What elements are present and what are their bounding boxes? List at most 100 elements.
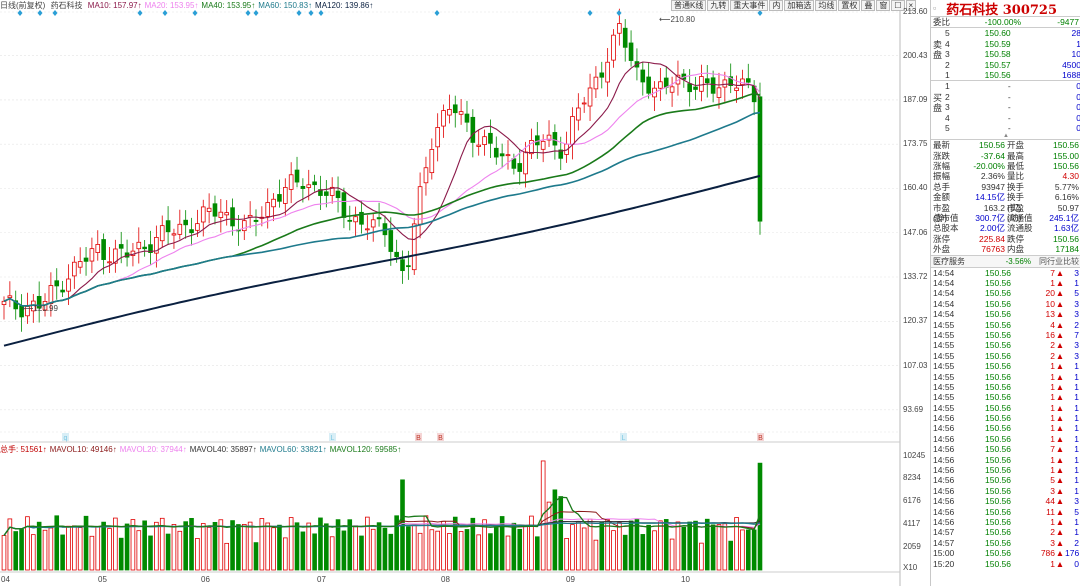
stat-value: -37.64: [980, 150, 1005, 161]
tick-row[interactable]: 14:55 150.56 1 ▲ 1: [931, 372, 1080, 382]
tick-row[interactable]: 14:56 150.56 1 ▲ 1: [931, 413, 1080, 423]
tick-list[interactable]: 14:54 150.56 7 ▲ 3 14:54 150.56 1 ▲ 1 14:54 150.56 2…: [931, 268, 1080, 569]
level-volume: 0: [1076, 81, 1080, 92]
orderbook-row[interactable]: 5 150.60 28: [943, 28, 1080, 38]
orderbook-row[interactable]: 3 - 0: [943, 102, 1080, 112]
toolbar-button[interactable]: ☐: [891, 0, 905, 11]
up-arrow-icon: ▲: [1055, 465, 1065, 476]
volume-bar: [499, 516, 505, 571]
volume-bar: [77, 527, 83, 571]
volume-bar: [42, 529, 48, 571]
sector-row[interactable]: 医疗服务 -3.56% 同行业比较: [931, 254, 1080, 268]
level-price: 150.60: [984, 28, 1011, 39]
tick-row[interactable]: 14:56 150.56 1 ▲ 1: [931, 455, 1080, 465]
tick-row[interactable]: 15:20 150.56 1 ▲ 0: [931, 559, 1080, 569]
up-arrow-icon: ▲: [1055, 475, 1065, 486]
tick-row[interactable]: 14:57 150.56 2 ▲ 1: [931, 527, 1080, 537]
orderbook-row[interactable]: 2 150.57 4500: [943, 60, 1080, 70]
tick-row[interactable]: 14:55 150.56 4 ▲ 2: [931, 320, 1080, 330]
stat-label: 外盘: [933, 244, 951, 255]
kline-chart-area[interactable]: q L B B L B 日线(前复权) 药石科技 MA10: 157.97↑ MA20: 1…: [0, 0, 930, 586]
tick-row[interactable]: 14:55 150.56 2 ▲ 3: [931, 351, 1080, 361]
event-marker[interactable]: L: [620, 433, 627, 442]
candle: [441, 104, 446, 138]
toolbar-button[interactable]: ×: [905, 0, 917, 11]
event-diamond-icon: [162, 10, 168, 16]
toolbar-button[interactable]: 加箱选: [784, 0, 815, 11]
tick-row[interactable]: 14:55 150.56 2 ▲ 3: [931, 340, 1080, 350]
tick-count: 5: [1074, 506, 1079, 517]
toolbar-button[interactable]: 置权: [838, 0, 861, 11]
stat-label: 最高: [1007, 150, 1025, 161]
tick-volume: 16: [1045, 329, 1055, 340]
volume-bar: [294, 522, 300, 571]
tick-row[interactable]: 14:56 150.56 11 ▲ 5: [931, 507, 1080, 517]
stat-label: 总手: [933, 181, 951, 192]
tick-volume: 3: [1050, 537, 1055, 548]
tick-row[interactable]: 15:00 150.56 786 ▲ 176: [931, 548, 1080, 558]
tick-row[interactable]: 14:56 150.56 1 ▲ 1: [931, 434, 1080, 444]
stat-value: 150.56: [1053, 140, 1079, 151]
toolbar-button[interactable]: 内: [769, 0, 784, 11]
tick-row[interactable]: 14:55 150.56 1 ▲ 1: [931, 392, 1080, 402]
tick-row[interactable]: 14:56 150.56 44 ▲ 3: [931, 496, 1080, 506]
up-arrow-icon: ▲: [1055, 516, 1065, 527]
tick-row[interactable]: 14:56 150.56 1 ▲ 1: [931, 517, 1080, 527]
mavol120-line: [3, 496, 761, 536]
toolbar-button[interactable]: 均线: [815, 0, 838, 11]
tick-time: 14:55: [933, 392, 955, 403]
event-marker[interactable]: B: [437, 433, 444, 442]
tick-row[interactable]: 14:55 150.56 16 ▲ 7: [931, 330, 1080, 340]
event-marker[interactable]: q: [62, 433, 69, 442]
candle: [159, 215, 165, 248]
event-marker[interactable]: B: [757, 433, 764, 442]
candle: [195, 209, 200, 237]
event-marker[interactable]: B: [415, 433, 422, 442]
tick-row[interactable]: 14:57 150.56 3 ▲ 2: [931, 538, 1080, 548]
stat-value: 1.63亿: [1053, 223, 1079, 234]
candle: [576, 93, 581, 131]
orderbook-row[interactable]: 1 - 0: [943, 81, 1080, 91]
tick-row[interactable]: 14:56 150.56 3 ▲ 1: [931, 486, 1080, 496]
orderbook-row[interactable]: 1 150.56 1688: [943, 70, 1080, 80]
orderbook-row[interactable]: 3 150.58 10: [943, 49, 1080, 59]
tick-row[interactable]: 14:55 150.56 1 ▲ 1: [931, 403, 1080, 413]
tick-time: 14:57: [933, 537, 955, 548]
level-volume: 0: [1076, 122, 1080, 133]
volume-bar: [617, 521, 622, 571]
tick-row[interactable]: 14:54 150.56 1 ▲ 1: [931, 278, 1080, 288]
volume-bar: [634, 518, 640, 571]
orderbook-row[interactable]: 4 - 0: [943, 113, 1080, 123]
tick-row[interactable]: 14:56 150.56 1 ▲ 1: [931, 423, 1080, 433]
orderbook-row[interactable]: 4 150.59 1: [943, 39, 1080, 49]
tick-row[interactable]: 14:54 150.56 7 ▲ 3: [931, 268, 1080, 278]
volume-bar: [411, 524, 417, 571]
toolbar-button[interactable]: 普通K线: [671, 0, 707, 11]
orderbook-row[interactable]: 5 - 0: [943, 123, 1080, 133]
volume-bar: [599, 521, 605, 571]
toolbar-button[interactable]: 九转: [707, 0, 730, 11]
stat-row: 总股本 2.00亿 流通股 1.63亿: [931, 223, 1080, 233]
level-price: -: [1007, 102, 1011, 113]
tick-row[interactable]: 14:55 150.56 1 ▲ 1: [931, 361, 1080, 371]
orderbook-row[interactable]: 2 - 0: [943, 92, 1080, 102]
toolbar-button[interactable]: 叠: [861, 0, 876, 11]
tick-row[interactable]: 14:56 150.56 5 ▲ 1: [931, 475, 1080, 485]
tick-row[interactable]: 14:56 150.56 7 ▲ 1: [931, 444, 1080, 454]
expand-icon[interactable]: ▲: [1003, 133, 1009, 140]
toolbar-button[interactable]: 窗: [876, 0, 891, 11]
volume-bar: [745, 529, 751, 571]
tick-volume: 11: [1046, 506, 1055, 517]
candle: [347, 205, 353, 231]
volume-bar: [564, 538, 569, 571]
tick-price: 150.56: [985, 558, 1011, 569]
tick-row[interactable]: 14:55 150.56 1 ▲ 1: [931, 382, 1080, 392]
level-number: 5: [945, 122, 950, 133]
tick-row[interactable]: 14:54 150.56 13 ▲ 3: [931, 309, 1080, 319]
tick-row[interactable]: 14:54 150.56 20 ▲ 5: [931, 288, 1080, 298]
event-marker[interactable]: L: [329, 433, 336, 442]
tick-row[interactable]: 14:56 150.56 1 ▲ 1: [931, 465, 1080, 475]
toolbar-button[interactable]: 重大事件: [730, 0, 769, 11]
tick-row[interactable]: 14:54 150.56 10 ▲ 3: [931, 299, 1080, 309]
